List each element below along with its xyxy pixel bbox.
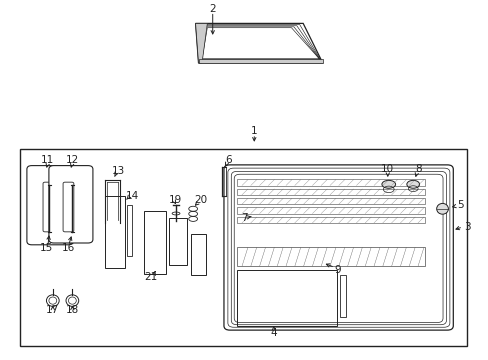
Bar [339, 275, 345, 317]
Text: 5: 5 [456, 200, 463, 210]
Text: 9: 9 [333, 265, 340, 275]
Text: 11: 11 [41, 155, 55, 165]
Bar [237, 270, 337, 326]
Bar [168, 218, 187, 265]
Bar [237, 247, 425, 266]
Text: 13: 13 [112, 166, 125, 176]
Bar [105, 196, 124, 268]
Text: 17: 17 [46, 305, 60, 315]
Polygon shape [195, 23, 207, 63]
Text: 21: 21 [143, 272, 157, 282]
Text: 8: 8 [414, 164, 421, 174]
Text: 15: 15 [40, 243, 53, 253]
Text: 20: 20 [194, 195, 206, 205]
Text: 1: 1 [250, 126, 257, 136]
Bar [237, 189, 425, 195]
Text: 14: 14 [125, 191, 139, 201]
Text: 18: 18 [65, 305, 79, 315]
Ellipse shape [436, 203, 447, 214]
Bar [237, 198, 425, 204]
Text: 12: 12 [65, 155, 79, 165]
Bar [126, 205, 131, 256]
Text: 19: 19 [168, 195, 182, 205]
Bar [237, 207, 425, 214]
Bar [237, 217, 425, 223]
Text: 16: 16 [61, 243, 75, 253]
Bar [190, 234, 206, 275]
Text: 7: 7 [241, 213, 247, 223]
Text: 10: 10 [381, 164, 393, 174]
Bar [144, 211, 166, 274]
Text: 2: 2 [209, 4, 216, 14]
Ellipse shape [406, 180, 419, 188]
Text: 4: 4 [270, 328, 277, 338]
Ellipse shape [381, 180, 395, 188]
Polygon shape [198, 59, 322, 63]
Text: 3: 3 [463, 222, 469, 232]
Bar [237, 179, 425, 186]
Bar [20, 149, 466, 346]
FancyBboxPatch shape [49, 166, 93, 243]
Text: 6: 6 [224, 155, 231, 165]
